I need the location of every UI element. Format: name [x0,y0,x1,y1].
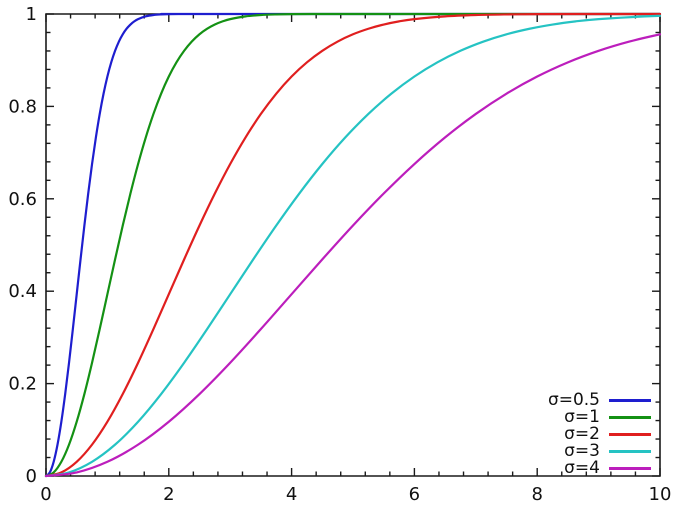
legend-item-sigma-1: σ=1 [521,409,651,426]
curve-σ=1 [44,12,662,478]
x-tick-label: 6 [409,484,420,505]
curve-σ=3 [44,14,662,478]
y-tick-label: 1 [26,4,37,25]
x-tick-label: 4 [286,484,297,505]
legend-line-swatch [609,467,651,470]
x-tick-label: 0 [40,484,51,505]
legend-item-sigma-0.5: σ=0.5 [521,392,651,409]
legend-label: σ=1 [564,407,600,427]
legend: σ=0.5 σ=1 σ=2 σ=3 σ=4 [521,392,651,477]
x-tick-label: 10 [649,484,672,505]
y-tick-label: 0.2 [8,374,37,395]
legend-label: σ=3 [564,441,600,461]
legend-item-sigma-4: σ=4 [521,460,651,477]
curve-σ=0.5 [44,12,662,478]
curve-σ=2 [44,12,662,478]
y-tick-label: 0.4 [8,281,37,302]
legend-label: σ=4 [564,458,600,478]
x-tick-label: 2 [163,484,174,505]
legend-label: σ=2 [564,424,600,444]
y-tick-label: 0.8 [8,96,37,117]
curve-σ=4 [44,33,662,478]
legend-item-sigma-3: σ=3 [521,443,651,460]
y-tick-label: 0 [26,466,37,487]
axis-tick-labels: 0 2 4 6 8 10 0 0.2 0.4 0.6 0.8 1 [8,4,671,505]
x-tick-label: 8 [531,484,542,505]
legend-line-swatch [609,450,651,453]
legend-line-swatch [609,399,651,402]
y-tick-label: 0.6 [8,189,37,210]
legend-item-sigma-2: σ=2 [521,426,651,443]
legend-line-swatch [609,433,651,436]
legend-line-swatch [609,416,651,419]
legend-label: σ=0.5 [547,390,600,410]
